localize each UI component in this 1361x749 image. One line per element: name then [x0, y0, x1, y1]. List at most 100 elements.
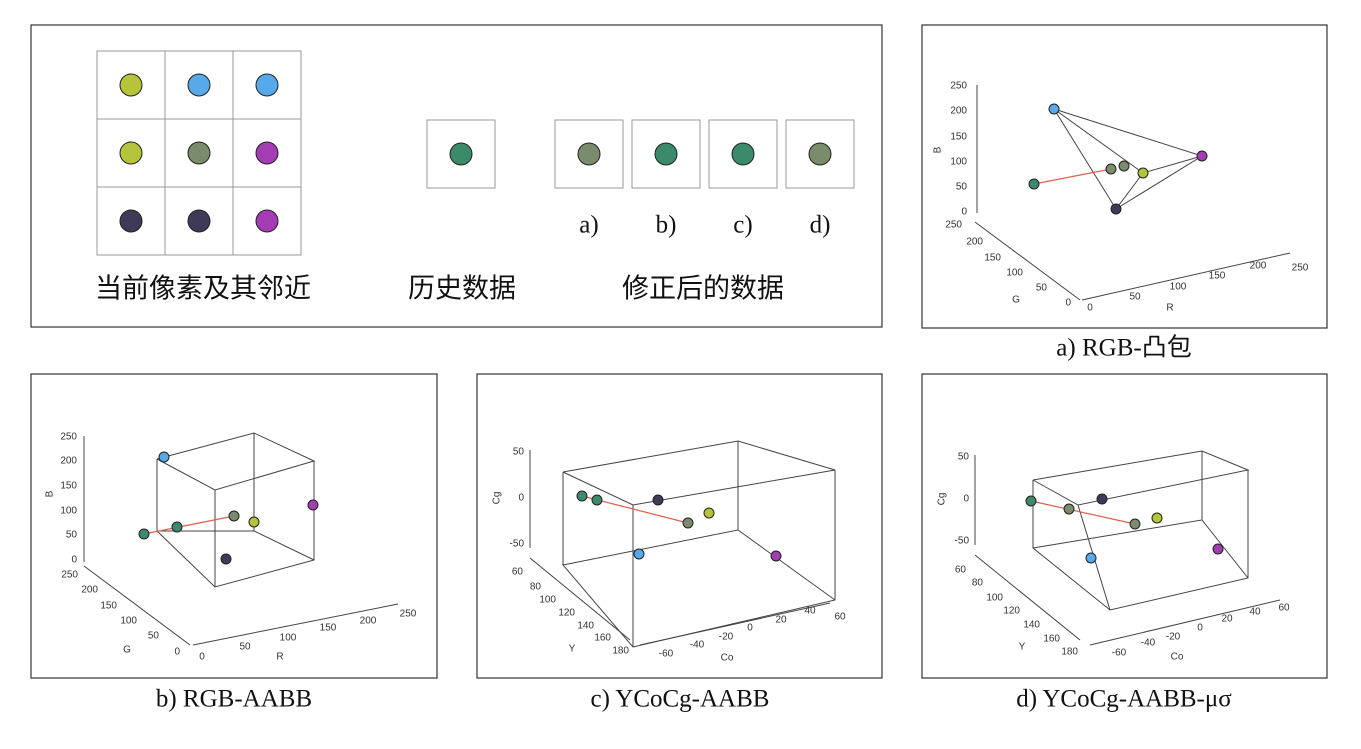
- color-dot: [1063, 503, 1075, 515]
- tick-label: 100: [280, 633, 297, 644]
- tick-label: 150: [1209, 271, 1226, 282]
- color-dot: [187, 73, 211, 97]
- panel-label: 当前像素及其邻近: [95, 274, 311, 305]
- tick-label: 120: [1003, 606, 1020, 617]
- pixel-cell: [785, 119, 855, 189]
- color-dot: [654, 142, 678, 166]
- link-line: [1033, 168, 1112, 185]
- tick-label: 100: [120, 616, 137, 627]
- panel-label: 修正后的数据: [622, 274, 784, 305]
- color-dot: [187, 141, 211, 165]
- axis-label: G: [1012, 295, 1020, 306]
- box-edge: [737, 529, 836, 601]
- box-edge: [974, 221, 1081, 301]
- color-dot: [1105, 163, 1117, 175]
- color-dot: [1048, 103, 1060, 115]
- tick-label: 50: [66, 530, 78, 541]
- color-dot: [1129, 518, 1141, 530]
- axis-label: Cg: [492, 492, 503, 505]
- tick-label: 140: [1023, 620, 1040, 631]
- tick-label: 0: [747, 623, 753, 634]
- plot-caption: a) RGB-凸包: [1056, 334, 1191, 362]
- axis-label: Y: [569, 644, 576, 655]
- link-line: [143, 515, 235, 535]
- color-dot: [703, 507, 715, 519]
- tick-label: 40: [804, 606, 816, 617]
- tick-label: 0: [1197, 623, 1203, 634]
- color-dot: [591, 494, 603, 506]
- axis-label: B: [45, 490, 56, 497]
- axis-label: Y: [1019, 642, 1026, 653]
- box-edge: [1115, 172, 1144, 210]
- color-dot: [808, 142, 832, 166]
- color-dot: [158, 451, 170, 463]
- tick-label: 50: [1036, 283, 1048, 294]
- tick-label: -60: [659, 649, 674, 660]
- color-dot: [119, 73, 143, 97]
- tick-label: 50: [239, 642, 251, 653]
- tick-label: 40: [1249, 607, 1261, 618]
- color-dot: [576, 490, 588, 502]
- tick-label: 120: [558, 608, 575, 619]
- color-dot: [228, 510, 240, 522]
- tick-label: 200: [60, 456, 77, 467]
- color-dot: [1085, 552, 1097, 564]
- tick-label: 250: [1292, 263, 1309, 274]
- tick-label: 50: [148, 631, 160, 642]
- color-dot: [633, 548, 645, 560]
- tick-label: -50: [955, 536, 970, 547]
- tick-label: 0: [71, 555, 77, 566]
- color-dot: [577, 142, 601, 166]
- tick-label: 200: [81, 585, 98, 596]
- color-dot: [1118, 160, 1130, 172]
- panel-frame: [30, 24, 883, 328]
- tick-label: 100: [950, 157, 967, 168]
- color-dot: [255, 73, 279, 97]
- color-dot: [1151, 512, 1163, 524]
- tick-label: 100: [1170, 282, 1187, 293]
- tick-label: 0: [1065, 298, 1071, 309]
- color-dot: [1028, 178, 1040, 190]
- tick-label: 150: [984, 253, 1001, 264]
- axis-label: Cg: [937, 493, 948, 506]
- tick-label: 250: [945, 220, 962, 231]
- color-dot: [138, 528, 150, 540]
- tick-label: -40: [690, 640, 705, 651]
- plot-frame: [921, 373, 1328, 679]
- tick-label: 150: [950, 132, 967, 143]
- tick-label: 150: [320, 623, 337, 634]
- plot-caption: c) YCoCg-AABB: [591, 686, 770, 713]
- tick-label: 50: [513, 447, 525, 458]
- tick-label: 50: [958, 452, 970, 463]
- option-label: c): [733, 212, 752, 239]
- tick-label: -20: [719, 632, 734, 643]
- color-dot: [119, 209, 143, 233]
- color-dot: [1137, 167, 1149, 179]
- axis-label: B: [933, 146, 944, 153]
- tick-label: 50: [1129, 292, 1141, 303]
- tick-label: -50: [510, 539, 525, 550]
- tick-label: 0: [174, 647, 180, 658]
- color-dot: [255, 209, 279, 233]
- tick-label: 20: [1221, 614, 1233, 625]
- box-edge: [974, 554, 1081, 641]
- tick-label: 0: [963, 494, 969, 505]
- tick-label: 180: [1061, 647, 1078, 658]
- tick-label: 250: [950, 81, 967, 92]
- box-edge: [1201, 519, 1249, 579]
- tick-label: 80: [530, 582, 542, 593]
- tick-label: 100: [1006, 268, 1023, 279]
- option-label: a): [579, 212, 598, 239]
- plot-frame: [30, 373, 438, 679]
- color-dot: [1196, 150, 1208, 162]
- tick-label: 150: [100, 601, 117, 612]
- tick-label: 160: [1043, 634, 1060, 645]
- color-dot: [449, 142, 473, 166]
- color-dot: [652, 494, 664, 506]
- tick-label: 150: [60, 481, 77, 492]
- box-edge: [192, 603, 399, 646]
- tick-label: 50: [956, 182, 968, 193]
- color-dot: [248, 516, 260, 528]
- color-dot: [731, 142, 755, 166]
